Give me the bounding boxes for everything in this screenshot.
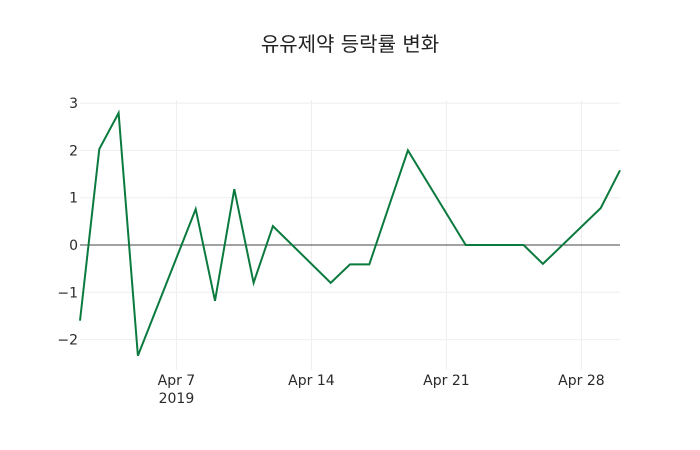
y-axis-ticks: 3 2 1 0 −1 −2 [57,96,78,349]
series-line [79,109,621,357]
y-tick-label: 0 [69,238,78,254]
chart-title: 유유제약 등락률 변화 [260,32,440,56]
y-tick-label: 2 [69,143,78,159]
data-line [79,109,621,357]
x-tick-label: Apr 21 [423,373,469,389]
gridlines [80,100,620,370]
y-tick-label: 3 [69,96,78,112]
x-tick-label: Apr 14 [288,373,335,389]
x-tick-year: 2019 [159,391,195,407]
x-tick-label: Apr 28 [558,373,604,389]
y-tick-label: 1 [69,191,78,207]
y-tick-label: −2 [57,333,78,349]
y-tick-label: −1 [57,285,78,301]
x-axis-ticks: Apr 7 2019 Apr 14 Apr 21 Apr 28 [158,373,605,407]
x-tick-label: Apr 7 [158,373,196,389]
